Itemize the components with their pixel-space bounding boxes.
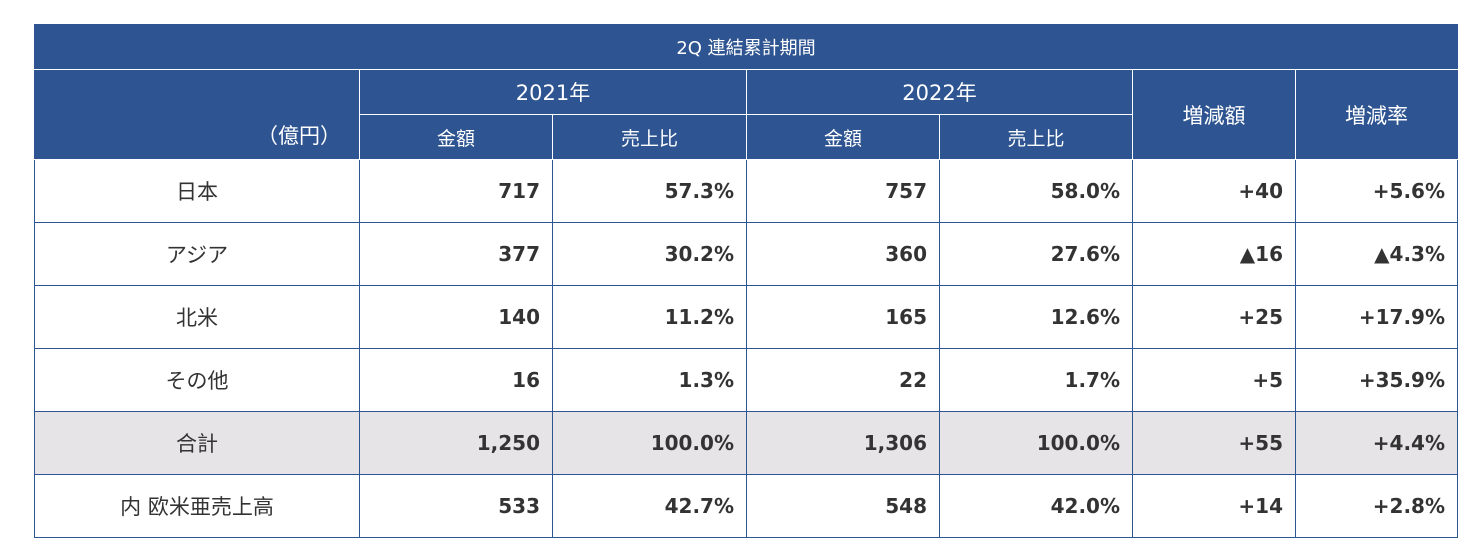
- year-2021-header: 2021年: [359, 69, 747, 115]
- table-row: 日本 717 57.3% 757 58.0% +40 +5.6%: [34, 159, 1459, 223]
- sales-table-container: 2Q 連結累計期間 （億円） 2021年 2022年 増減額 増減率 金額 売上…: [33, 24, 1459, 538]
- amount-2021-cell: 377: [359, 222, 553, 286]
- change-amount-cell: +14: [1132, 474, 1296, 538]
- change-rate-cell: +4.4%: [1294, 411, 1459, 475]
- change-rate-cell: +17.9%: [1294, 285, 1459, 349]
- change-amount-header: 増減額: [1132, 69, 1296, 160]
- share-2021-cell: 30.2%: [552, 222, 747, 286]
- amount-2021-cell: 717: [359, 159, 553, 223]
- amount-2022-header: 金額: [746, 114, 940, 160]
- table-row: 北米 140 11.2% 165 12.6% +25 +17.9%: [34, 285, 1459, 349]
- share-2022-header: 売上比: [939, 114, 1133, 160]
- change-rate-cell: +35.9%: [1294, 348, 1459, 412]
- amount-2021-cell: 140: [359, 285, 553, 349]
- sales-by-region-table: 2Q 連結累計期間 （億円） 2021年 2022年 増減額 増減率 金額 売上…: [33, 24, 1459, 538]
- amount-2021-cell: 16: [359, 348, 553, 412]
- share-2022-cell: 12.6%: [939, 285, 1133, 349]
- change-amount-cell: +5: [1132, 348, 1296, 412]
- change-amount-cell: +55: [1132, 411, 1296, 475]
- change-amount-cell: +40: [1132, 159, 1296, 223]
- amount-2022-cell: 165: [746, 285, 940, 349]
- amount-2021-cell: 533: [359, 474, 553, 538]
- region-label: 合計: [34, 411, 360, 475]
- share-2022-cell: 1.7%: [939, 348, 1133, 412]
- change-rate-cell: +5.6%: [1294, 159, 1459, 223]
- table-row: アジア 377 30.2% 360 27.6% ▲16 ▲4.3%: [34, 222, 1459, 286]
- region-label: 北米: [34, 285, 360, 349]
- change-rate-header: 増減率: [1294, 69, 1459, 160]
- change-rate-cell: ▲4.3%: [1294, 222, 1459, 286]
- share-2022-cell: 42.0%: [939, 474, 1133, 538]
- share-2022-cell: 100.0%: [939, 411, 1133, 475]
- share-2021-cell: 57.3%: [552, 159, 747, 223]
- share-2021-cell: 100.0%: [552, 411, 747, 475]
- change-amount-cell: +25: [1132, 285, 1296, 349]
- region-label: その他: [34, 348, 360, 412]
- share-2021-cell: 11.2%: [552, 285, 747, 349]
- amount-2022-cell: 22: [746, 348, 940, 412]
- table-row: 内 欧米亜売上高 533 42.7% 548 42.0% +14 +2.8%: [34, 474, 1459, 538]
- table-title: 2Q 連結累計期間: [33, 24, 1459, 70]
- region-label: 内 欧米亜売上高: [34, 474, 360, 538]
- amount-2021-cell: 1,250: [359, 411, 553, 475]
- amount-2022-cell: 757: [746, 159, 940, 223]
- share-2022-cell: 27.6%: [939, 222, 1133, 286]
- share-2022-cell: 58.0%: [939, 159, 1133, 223]
- year-2022-header: 2022年: [746, 69, 1133, 115]
- change-amount-cell: ▲16: [1132, 222, 1296, 286]
- region-label: アジア: [34, 222, 360, 286]
- unit-label: （億円）: [34, 69, 360, 160]
- amount-2022-cell: 548: [746, 474, 940, 538]
- amount-2021-header: 金額: [359, 114, 553, 160]
- share-2021-cell: 42.7%: [552, 474, 747, 538]
- total-row: 合計 1,250 100.0% 1,306 100.0% +55 +4.4%: [34, 411, 1459, 475]
- share-2021-header: 売上比: [552, 114, 747, 160]
- table-row: その他 16 1.3% 22 1.7% +5 +35.9%: [34, 348, 1459, 412]
- region-label: 日本: [34, 159, 360, 223]
- change-rate-cell: +2.8%: [1294, 474, 1459, 538]
- amount-2022-cell: 360: [746, 222, 940, 286]
- amount-2022-cell: 1,306: [746, 411, 940, 475]
- share-2021-cell: 1.3%: [552, 348, 747, 412]
